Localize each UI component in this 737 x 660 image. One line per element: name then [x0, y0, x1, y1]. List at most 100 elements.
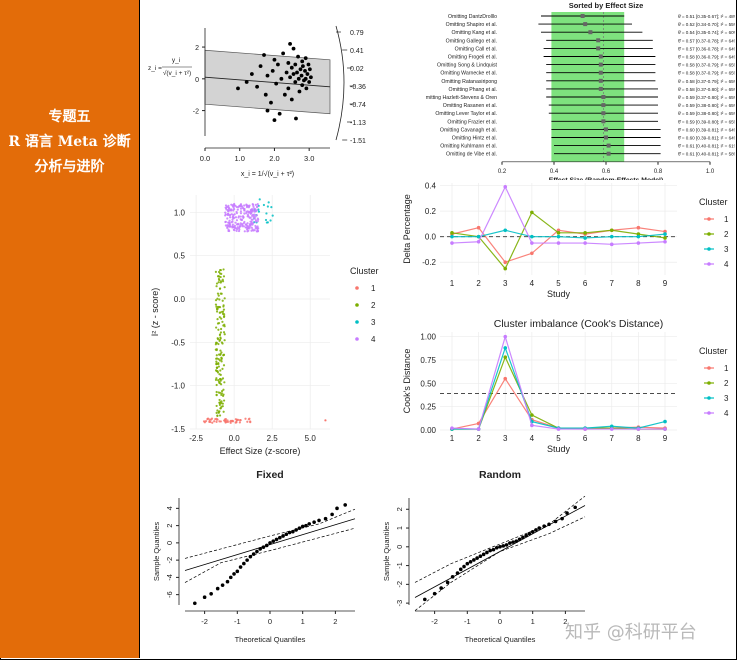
data-point — [296, 54, 300, 59]
series-point — [663, 427, 667, 431]
cluster-point — [206, 417, 210, 420]
x-tick-label: 5 — [556, 279, 561, 288]
radial-tick-label: 0.41 — [350, 48, 364, 55]
data-point — [501, 544, 506, 548]
cluster-point — [218, 403, 221, 406]
data-point — [511, 540, 515, 544]
data-point — [289, 65, 294, 70]
cluster-point — [238, 421, 241, 424]
legend-label: 3 — [371, 318, 376, 327]
cluster-point — [255, 205, 259, 209]
legend-swatch — [707, 381, 711, 385]
x-tick-label: -1 — [234, 617, 241, 626]
cluster-point — [234, 221, 237, 224]
x-tick-label: -2 — [431, 617, 438, 626]
y-tick-label: 1.0 — [174, 208, 186, 217]
series-point — [476, 239, 481, 244]
data-point — [304, 523, 308, 528]
x-tick-label: 0.2 — [498, 169, 507, 175]
data-point — [265, 73, 270, 78]
y-tick-label: 0.50 — [420, 379, 436, 388]
cluster-point — [242, 216, 245, 219]
study-statistic: θ̂ = 0.57 [0.36-0.78]; I² = 64% — [678, 46, 735, 51]
data-point — [303, 56, 308, 61]
cluster-point — [237, 418, 240, 422]
legend-swatch — [707, 247, 711, 251]
cluster-point — [217, 322, 221, 325]
cluster-point — [218, 414, 222, 417]
study-statistic: θ̂ = 0.58 [0.37-0.79]; I² = 65% — [678, 63, 735, 68]
data-point — [517, 537, 522, 542]
study-label: Omitting Shapiro et al. — [446, 22, 497, 28]
data-point — [309, 75, 313, 80]
cluster-point — [230, 221, 233, 224]
cluster-point — [244, 223, 248, 226]
series-point — [530, 234, 534, 239]
y-axis-label-numerator: y_i — [172, 57, 180, 64]
legend-swatch — [707, 396, 711, 400]
cluster-point — [218, 373, 221, 376]
data-point — [262, 53, 266, 57]
cluster-point — [245, 204, 248, 207]
cluster-point — [249, 420, 252, 423]
cluster-point — [214, 369, 218, 372]
cluster-point — [226, 224, 229, 227]
cluster-point — [216, 414, 219, 417]
y-tick-label: -0.5 — [171, 338, 185, 347]
estimate-point — [596, 46, 601, 51]
cluster-point — [238, 419, 242, 422]
series-point — [530, 413, 534, 417]
cluster-point — [227, 204, 230, 207]
estimate-point — [598, 86, 603, 91]
cluster-point — [223, 297, 226, 300]
y-tick-label: -2 — [165, 557, 174, 564]
cluster-point — [215, 305, 218, 308]
data-point — [220, 583, 225, 587]
sidebar-line: R 语言 Meta 诊断 — [8, 134, 131, 150]
cluster-point — [221, 405, 224, 408]
series-point — [556, 234, 561, 239]
legend-label: 4 — [724, 260, 729, 269]
x-tick-label: 6 — [583, 279, 588, 288]
x-tick-label: 7 — [610, 279, 615, 288]
study-statistic: θ̂ = 0.52 [0.34-0.70]; I² = 55% — [678, 22, 735, 27]
data-point — [330, 512, 334, 517]
data-point — [521, 535, 525, 540]
data-point — [281, 51, 286, 56]
cluster-point — [218, 338, 222, 341]
cluster-point — [228, 223, 231, 226]
y-tick-label: -0.2 — [422, 258, 436, 267]
radial-tick-label: -0.74 — [350, 102, 366, 109]
y-tick-label: 0.0 — [425, 233, 437, 242]
cluster-point — [255, 214, 258, 217]
cluster-point — [258, 198, 261, 201]
data-point — [514, 539, 519, 543]
series-point — [503, 185, 508, 189]
legend-label: 2 — [724, 379, 729, 388]
cluster-point — [222, 331, 226, 334]
cluster-point — [236, 227, 239, 231]
cluster-point — [257, 210, 261, 213]
x-tick-label: 0.0 — [200, 154, 210, 163]
study-label: Omitting Kang et al. — [451, 30, 497, 36]
y-tick-label: 0.00 — [420, 426, 436, 435]
cluster-point — [220, 327, 223, 331]
series-point — [476, 234, 481, 239]
cluster-point — [214, 378, 218, 381]
cluster-point — [224, 419, 227, 423]
data-point — [242, 561, 246, 566]
cluster-point — [218, 316, 221, 319]
data-point — [215, 586, 220, 591]
data-point — [498, 545, 502, 549]
cluster-point — [254, 220, 257, 223]
data-point — [530, 529, 535, 534]
x-tick-label: 4 — [530, 434, 535, 443]
x-tick-label: 2.0 — [269, 154, 279, 163]
y-tick-label: -1 — [395, 562, 404, 569]
cluster-point — [262, 203, 266, 207]
cluster-point — [222, 364, 226, 367]
cluster-point — [233, 224, 236, 227]
cluster-point — [218, 420, 221, 423]
series-point — [663, 232, 667, 236]
y-tick-label: -2 — [395, 581, 404, 588]
